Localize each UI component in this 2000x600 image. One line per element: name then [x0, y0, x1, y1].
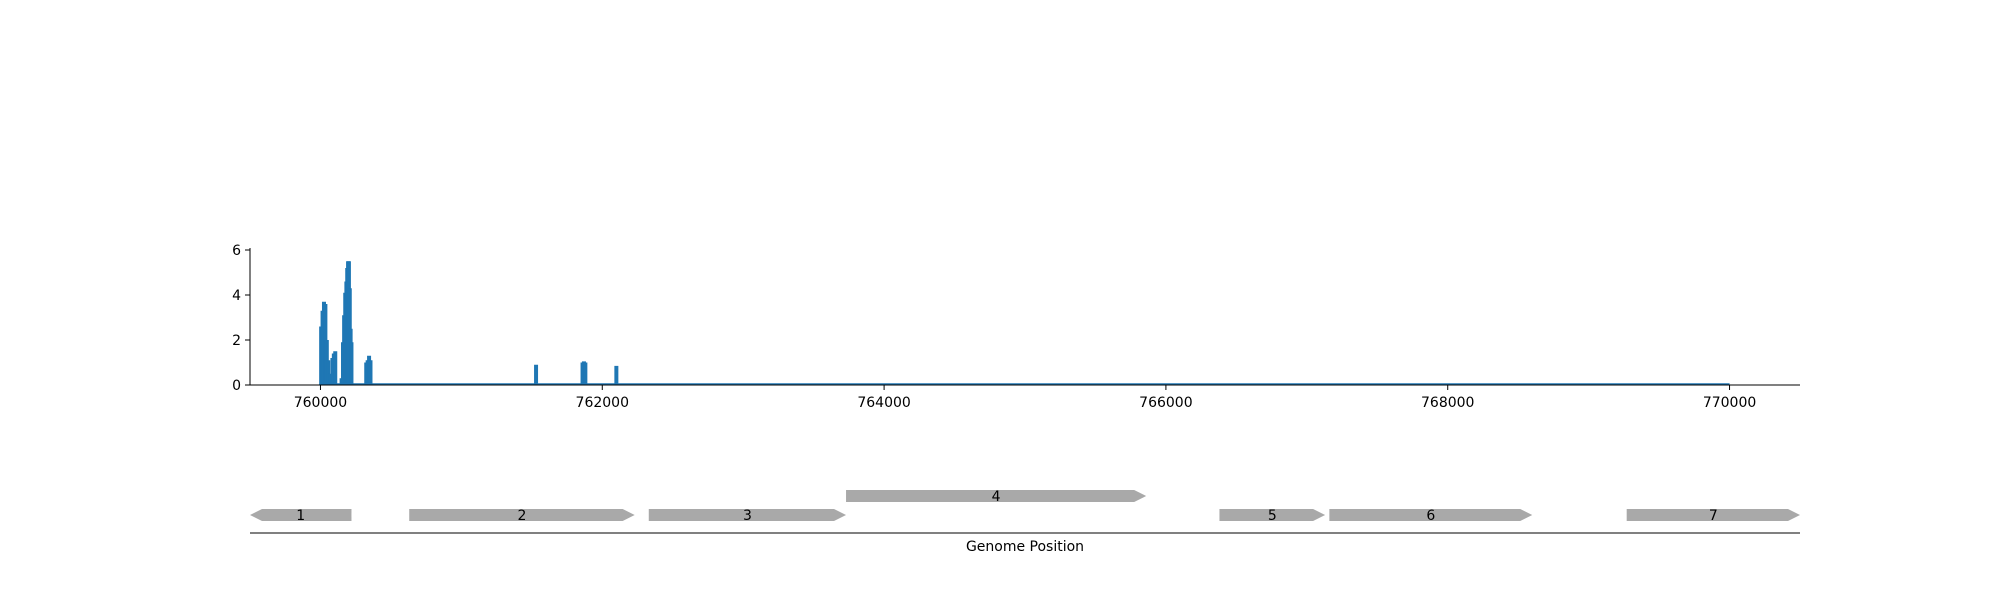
gene-label: 6	[1426, 508, 1435, 524]
y-tick-label: 2	[232, 333, 241, 349]
y-tick-label: 6	[232, 243, 241, 259]
x-tick-label: 764000	[857, 395, 910, 411]
gene-arrow	[250, 509, 352, 521]
gene-arrow	[1626, 509, 1800, 521]
coverage-plot: 0 2 4 6 760000 762000 764000 766000 768000 77000…	[232, 243, 1800, 411]
x-tick-label: 770000	[1703, 395, 1756, 411]
coverage-bar	[614, 365, 619, 386]
gene-arrow	[1219, 509, 1326, 521]
gene-label: 5	[1268, 508, 1277, 524]
coverage-bar	[333, 351, 338, 385]
x-tick-label: 762000	[576, 395, 629, 411]
gene-arrow	[409, 509, 635, 521]
y-tick-label: 4	[232, 288, 241, 304]
gene-label: 7	[1709, 508, 1718, 524]
gene-label: 4	[992, 489, 1001, 505]
gene-track: 1 2 3 4 5 6 7 Genome Position	[250, 489, 1800, 555]
gene-label: 1	[296, 508, 305, 524]
gene-arrows: 1 2 3 4 5 6 7	[250, 489, 1800, 524]
coverage-bars	[319, 261, 619, 386]
x-axis-ticks: 760000 762000 764000 766000 768000 770000	[294, 385, 1756, 411]
y-axis-ticks: 0 2 4 6	[232, 243, 250, 394]
coverage-bar	[328, 373, 333, 385]
gene-arrow	[846, 490, 1147, 502]
y-tick-label: 0	[232, 378, 241, 394]
gene-arrow	[1329, 509, 1533, 521]
x-axis-title: Genome Position	[966, 539, 1084, 555]
x-tick-label: 768000	[1421, 395, 1474, 411]
coverage-bar	[349, 342, 354, 385]
coverage-bar	[368, 360, 373, 385]
coverage-bar	[583, 362, 588, 385]
coverage-bar	[326, 360, 331, 385]
gene-arrow	[648, 509, 847, 521]
gene-label: 2	[517, 508, 526, 524]
x-tick-label: 760000	[294, 395, 347, 411]
gene-label: 3	[743, 508, 752, 524]
coverage-bar	[534, 364, 539, 385]
x-tick-label: 766000	[1139, 395, 1192, 411]
